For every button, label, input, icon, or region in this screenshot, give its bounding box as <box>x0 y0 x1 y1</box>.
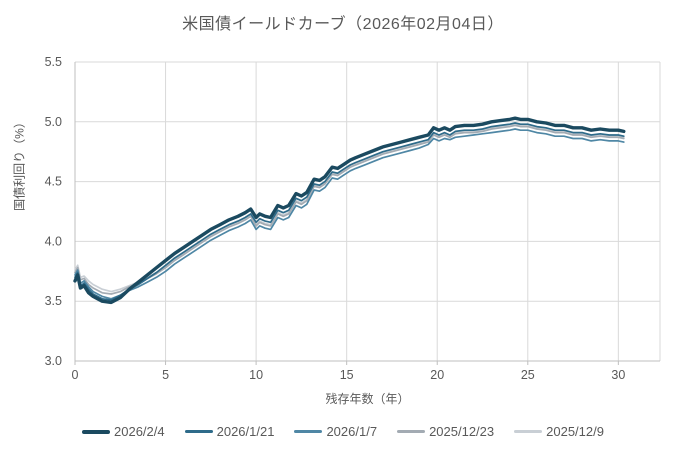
x-axis-title: 残存年数（年） <box>325 392 410 406</box>
chart-title: 米国債イールドカーブ（2026年02月04日） <box>182 16 504 33</box>
legend-line-swatch <box>397 430 426 433</box>
x-tick-label: 10 <box>249 368 263 382</box>
series-line-2026-1-21 <box>74 122 625 301</box>
legend-line-swatch <box>184 430 213 433</box>
series-line-2026-1-7 <box>74 128 625 300</box>
series-line-2026-2-4 <box>73 116 626 305</box>
legend: 2026/2/4 2026/1/21 2026/1/7 2025/12/23 2025/… <box>0 424 686 439</box>
legend-item: 2026/1/21 <box>184 424 275 439</box>
legend-item: 2025/12/23 <box>397 424 494 439</box>
x-tick-label: 15 <box>340 368 354 382</box>
y-tick-label: 3.0 <box>45 354 62 368</box>
y-tick-label: 5.0 <box>45 115 62 129</box>
x-tick-label: 25 <box>521 368 535 382</box>
legend-label: 2026/1/7 <box>326 424 378 439</box>
legend-line-swatch <box>82 429 110 434</box>
y-tick-label: 4.5 <box>45 175 62 189</box>
legend-line-swatch <box>294 430 323 433</box>
legend-label: 2026/2/4 <box>114 424 165 439</box>
legend-line-swatch <box>514 430 543 433</box>
legend-item: 2026/1/7 <box>294 424 377 439</box>
legend-item: 2025/12/9 <box>514 424 604 439</box>
y-tick-label: 5.5 <box>45 55 62 69</box>
legend-item: 2026/2/4 <box>82 424 165 439</box>
legend-label: 2026/1/21 <box>216 424 275 439</box>
x-tick-label: 5 <box>162 368 169 382</box>
x-tick-label: 30 <box>611 368 625 382</box>
series-line-2025-12-23 <box>74 124 625 295</box>
y-tick-label: 4.0 <box>45 234 62 248</box>
y-axis-title: 国債利回り（%） <box>12 116 27 211</box>
y-tick-label: 3.5 <box>45 294 62 308</box>
legend-label: 2025/12/9 <box>546 424 604 439</box>
legend-label: 2025/12/23 <box>429 424 495 439</box>
x-tick-label: 0 <box>72 368 79 382</box>
x-tick-label: 20 <box>430 368 444 382</box>
